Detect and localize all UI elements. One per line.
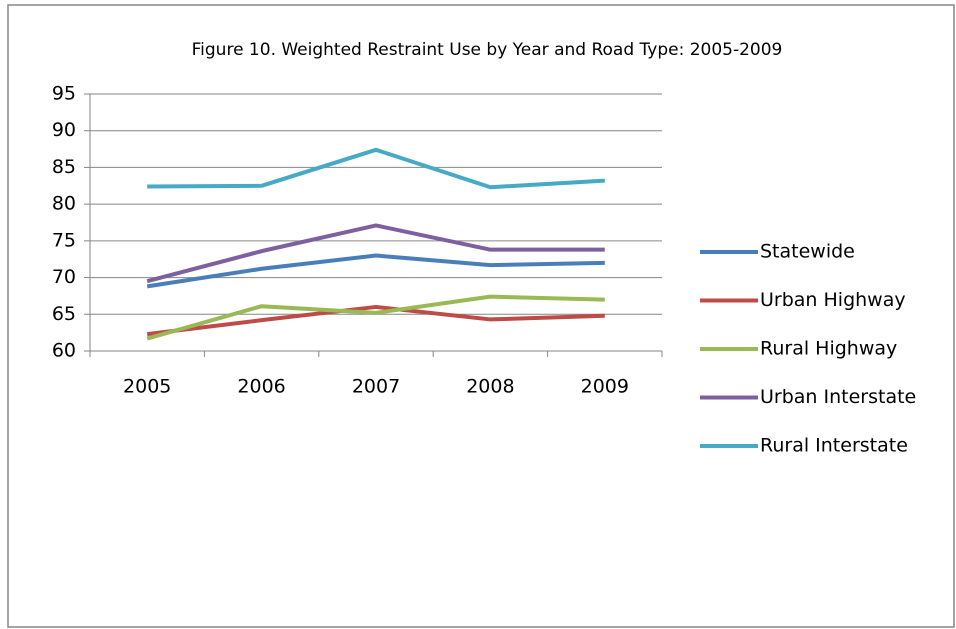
x-tick-label: 2008 [466,376,514,398]
legend-label: Urban Highway [760,289,906,311]
legend-label: Statewide [760,241,855,263]
x-tick-label: 2006 [237,376,285,398]
legend-label: Rural Highway [760,338,897,360]
chart-title: Figure 10. Weighted Restraint Use by Yea… [192,40,783,60]
series-line [146,253,605,289]
y-tick-label: 70 [52,266,76,288]
legend-label: Rural Interstate [760,435,908,457]
series-line [146,223,605,284]
x-tick-label: 2005 [123,376,171,398]
x-tick-label: 2009 [581,376,629,398]
series-line [147,147,605,190]
legend-label: Urban Interstate [760,386,916,408]
y-tick-label: 60 [52,340,76,362]
series-line [146,294,605,341]
y-tick-label: 65 [52,303,76,325]
y-tick-label: 90 [52,119,76,141]
y-tick-label: 85 [52,156,76,178]
y-tick-label: 75 [52,229,76,251]
y-tick-label: 80 [52,193,76,215]
chart-frame [7,4,955,628]
series-line [146,304,605,337]
y-tick-label: 95 [52,83,76,105]
x-tick-label: 2007 [352,376,400,398]
